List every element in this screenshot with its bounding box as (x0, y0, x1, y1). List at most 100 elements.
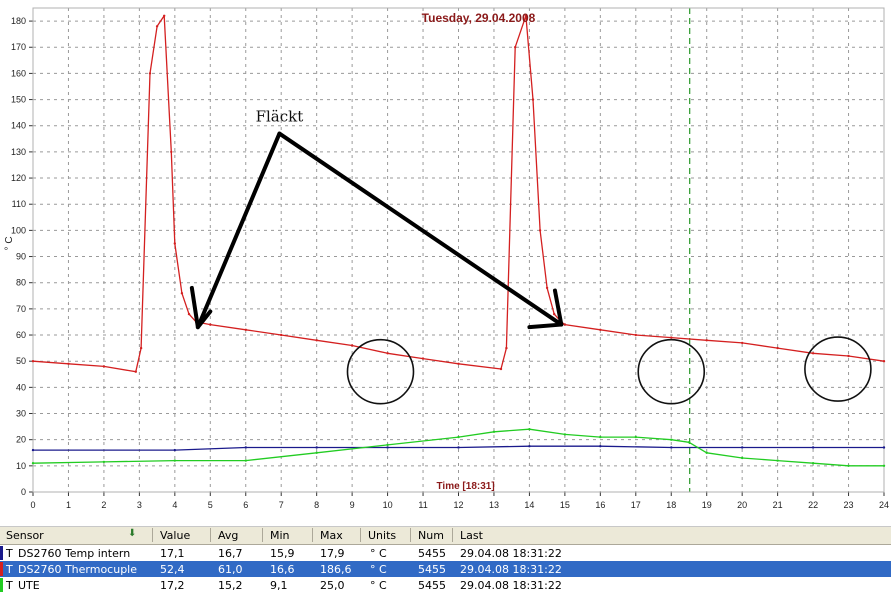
x-tick-label: 7 (279, 500, 284, 510)
data-point (505, 346, 508, 350)
sensor-value: 52,4 (160, 563, 185, 576)
data-point (599, 435, 602, 439)
annotation-arrow (277, 131, 564, 327)
col-avg[interactable]: Avg (218, 529, 239, 542)
data-point (102, 460, 106, 464)
data-point (545, 286, 549, 290)
data-point (776, 459, 779, 462)
data-point (244, 328, 247, 331)
highlight-circle (637, 338, 706, 405)
x-tick-label: 15 (560, 500, 570, 510)
data-point (457, 362, 460, 365)
y-tick-label: 110 (12, 199, 26, 209)
data-point (187, 312, 191, 316)
data-point (882, 464, 886, 467)
annotation-label: Fläckt (256, 108, 304, 126)
data-point (563, 323, 567, 326)
y-tick-label: 90 (16, 252, 26, 262)
chart-title: Tuesday, 29.04.2008 (422, 11, 536, 25)
sensor-type: T (6, 579, 13, 592)
data-point (173, 448, 176, 452)
sensor-num: 5455 (418, 579, 446, 592)
data-point (148, 72, 152, 75)
y-tick-label: 20 (16, 435, 26, 445)
x-tick-label: 18 (666, 500, 676, 510)
table-row[interactable]: T UTE 17,2 15,2 9,1 25,0 ° C 5455 29.04.… (0, 577, 891, 593)
x-tick-label: 2 (101, 500, 106, 510)
data-point (524, 14, 528, 17)
data-point (244, 459, 247, 462)
col-last[interactable]: Last (460, 529, 483, 542)
grid-lines (33, 8, 884, 492)
table-row-selected[interactable]: T DS2760 Thermocuple 52,4 61,0 16,6 186,… (0, 561, 891, 577)
col-num[interactable]: Num (418, 529, 444, 542)
data-point (528, 428, 531, 431)
col-min[interactable]: Min (270, 529, 290, 542)
sensor-min: 9,1 (270, 579, 288, 592)
sensor-type: T (6, 547, 13, 560)
x-tick-label: 3 (137, 500, 142, 510)
data-point (514, 46, 517, 49)
data-point (811, 352, 815, 355)
sensor-table: Sensor ⬇ Value Avg Min Max Units Num Las… (0, 526, 891, 593)
axes (29, 7, 885, 496)
data-point (163, 14, 166, 17)
series-line (32, 428, 884, 467)
data-point (599, 445, 602, 448)
sort-down-icon[interactable]: ⬇ (128, 528, 137, 539)
x-tick-label: 9 (350, 500, 355, 510)
data-point (847, 464, 850, 467)
data-point (705, 339, 708, 342)
x-tick-label: 13 (489, 500, 499, 510)
data-point (528, 445, 531, 448)
sensor-num: 5455 (418, 547, 446, 560)
y-tick-label: 30 (16, 409, 26, 419)
y-tick-label: 140 (11, 121, 26, 131)
data-point (102, 365, 106, 368)
col-units[interactable]: Units (368, 529, 397, 542)
sensor-min: 15,9 (270, 547, 295, 560)
data-point (741, 456, 744, 460)
series-color-swatch (0, 562, 3, 576)
table-row[interactable]: T DS2760 Temp intern 17,1 16,7 15,9 17,9… (0, 545, 891, 561)
data-point (670, 336, 673, 339)
x-tick-label: 14 (524, 500, 534, 510)
sensor-units: ° C (370, 579, 387, 592)
data-point (634, 435, 637, 439)
x-tick-label: 4 (172, 500, 177, 510)
data-point (492, 430, 496, 433)
data-point (553, 312, 556, 316)
y-tick-label: 0 (21, 487, 26, 497)
data-point (670, 446, 673, 449)
x-tick-label: 11 (418, 500, 427, 510)
x-tick-label: 1 (66, 500, 71, 510)
y-tick-label: 10 (16, 461, 26, 471)
data-point (173, 242, 176, 245)
data-point (386, 446, 389, 449)
series-line (33, 445, 884, 451)
series-color-swatch (0, 578, 3, 592)
data-point (811, 446, 815, 449)
data-point (280, 333, 283, 337)
x-axis-label: Time [18:31] (436, 481, 494, 492)
x-tick-label: 12 (453, 500, 463, 510)
data-point (31, 448, 35, 452)
y-tick-label: 160 (11, 68, 26, 78)
data-point (531, 98, 535, 101)
plot-frame (32, 7, 885, 493)
data-point (31, 360, 35, 363)
sensor-name: DS2760 Temp intern (18, 547, 131, 560)
x-tick-label: 16 (595, 500, 605, 510)
sensor-value: 17,2 (160, 579, 185, 592)
annotation-arrow (195, 131, 282, 330)
data-point (670, 438, 673, 441)
col-value[interactable]: Value (160, 529, 191, 542)
data-point (31, 462, 35, 465)
data-point (457, 446, 460, 449)
temperature-chart: 0 1 2 3 4 5 6 7 8 9 10 11 12 13 14 15 16 17 18 19 20 21 22 23 24… (4, 7, 889, 510)
data-point (209, 323, 212, 326)
col-sensor[interactable]: Sensor (6, 529, 44, 542)
col-max[interactable]: Max (320, 529, 343, 542)
y-tick-label: 50 (16, 356, 26, 366)
table-header: Sensor ⬇ Value Avg Min Max Units Num Las… (0, 527, 891, 545)
